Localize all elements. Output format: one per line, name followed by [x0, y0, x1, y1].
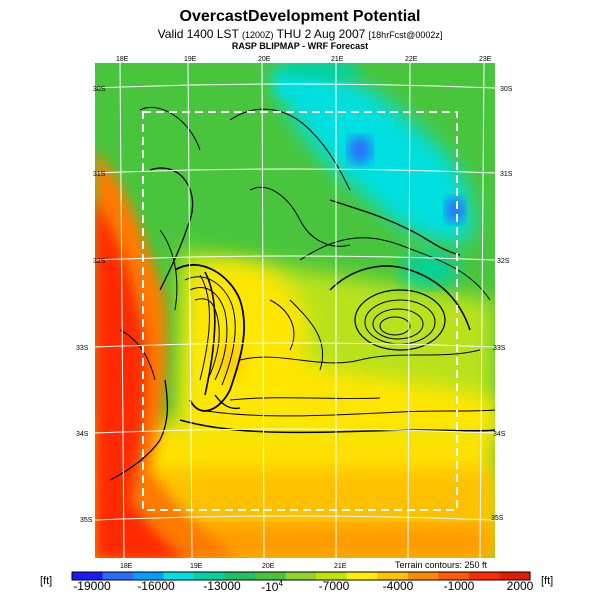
- lon-label-top: 19E: [184, 56, 197, 63]
- colorbar-swatch: [346, 572, 378, 580]
- lat-label-right: 30S: [500, 86, 513, 93]
- lon-label-top: 22E: [405, 56, 418, 63]
- lon-label-bottom: 21E: [334, 563, 347, 570]
- lat-label-left: 32S: [93, 258, 106, 265]
- colorbar-swatch: [468, 572, 501, 580]
- colorbar-swatch: [377, 572, 409, 580]
- colorbar-unit-right: [ft]: [541, 575, 554, 587]
- bottom-lon-labels: 18E 19E 20E 21E: [120, 563, 347, 570]
- lat-label-right: 34S: [493, 431, 506, 438]
- colorbar-tick: -19000: [73, 579, 111, 593]
- colorbar-swatch: [255, 572, 287, 580]
- lon-label-top: 23E: [479, 56, 492, 63]
- lon-label-top: 21E: [331, 56, 344, 63]
- terrain-note: Terrain contours: 250 ft: [395, 560, 488, 570]
- colorbar-tick: -7000: [318, 579, 350, 593]
- top-lon-labels: 18E 19E 20E 21E 22E 23E: [116, 56, 492, 63]
- lon-label-top: 20E: [258, 56, 271, 63]
- valid-time: Valid 1400 LST (1200Z) THU 2 Aug 2007 [1…: [0, 27, 600, 41]
- valid-date: THU 2 Aug 2007: [276, 27, 366, 41]
- lat-lon-grid: [95, 63, 495, 558]
- colorbar-swatch: [133, 572, 165, 580]
- lat-label-right: 32S: [497, 258, 510, 265]
- colorbar-tick: -1000: [443, 579, 475, 593]
- colorbar-tick: 2000: [506, 579, 534, 593]
- colorbar-swatch: [407, 572, 439, 580]
- valid-code: (1200Z): [241, 30, 274, 40]
- colorbar-tick-ten-power: -104: [261, 579, 283, 594]
- colorbar-tick: -4000: [382, 579, 414, 593]
- lat-label-right: 33S: [493, 345, 506, 352]
- lon-label-bottom: 18E: [120, 563, 133, 570]
- lon-label-bottom: 20E: [262, 563, 275, 570]
- colorbar-unit-left: [ft]: [40, 575, 53, 587]
- inner-domain-boundary: [142, 111, 458, 511]
- valid-prefix: Valid 1400 LST: [157, 27, 239, 41]
- lat-label-left: 33S: [76, 345, 89, 352]
- colorbar-swatch: [102, 572, 134, 580]
- colorbar: [72, 572, 531, 580]
- colorbar-tick: -16000: [137, 579, 175, 593]
- lat-label-right: 35S: [491, 515, 504, 522]
- colorbar-swatch: [72, 572, 104, 580]
- map-title: OvercastDevelopment Potential: [179, 8, 421, 25]
- colorbar-swatch: [316, 572, 348, 580]
- valid-run: [18hrFcst@0002z]: [368, 30, 443, 40]
- lon-label-bottom: 19E: [190, 563, 203, 570]
- lat-label-left: 30S: [93, 86, 106, 93]
- lat-label-right: 31S: [500, 171, 513, 178]
- lon-label-top: 18E: [116, 56, 129, 63]
- lat-label-left: 35S: [80, 517, 93, 524]
- potential-field: [95, 63, 495, 558]
- lat-label-left: 31S: [93, 171, 106, 178]
- source-line: RASP BLIPMAP - WRF Forecast: [231, 41, 369, 51]
- colorbar-tick: -13000: [203, 579, 241, 593]
- lat-label-left: 34S: [76, 431, 89, 438]
- colorbar-frame: [71, 571, 531, 581]
- left-lat-labels: 30S 31S 32S 33S 34S 35S: [76, 86, 106, 524]
- colorbar-swatch: [438, 572, 470, 580]
- colorbar-swatch: [499, 572, 531, 580]
- right-lat-labels: 30S 31S 32S 33S 34S 35S: [491, 86, 513, 522]
- colorbar-swatch: [224, 572, 256, 580]
- colorbar-swatch: [163, 572, 195, 580]
- colorbar-swatch: [194, 572, 226, 580]
- colorbar-swatch: [285, 572, 317, 580]
